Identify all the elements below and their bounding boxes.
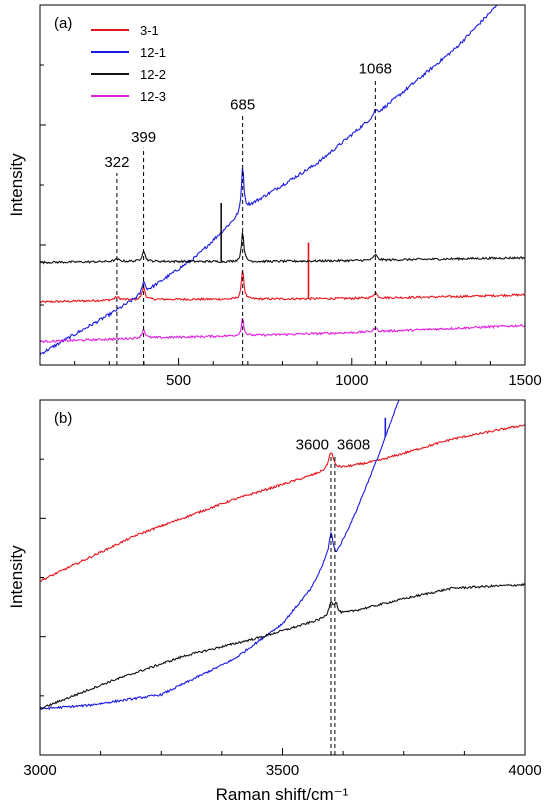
peak-label-399: 399 bbox=[131, 129, 156, 146]
x-tick-label-500: 500 bbox=[166, 372, 191, 389]
peak-label-3600: 3600 bbox=[296, 437, 329, 454]
panel-a-ylabel: Intensity bbox=[7, 153, 26, 217]
peak-label-685: 685 bbox=[230, 96, 255, 113]
panel-b-peak-markers: 3600 3608 bbox=[296, 437, 370, 755]
series-line-3-1 bbox=[40, 270, 525, 304]
panel-b-label: (b) bbox=[54, 410, 72, 427]
series-line-12-2 bbox=[40, 582, 525, 710]
series-line-12-1 bbox=[40, 5, 499, 356]
legend-label-12-1: 12-1 bbox=[140, 45, 166, 60]
peak-label-322: 322 bbox=[104, 154, 129, 171]
panel-a-label: (a) bbox=[54, 15, 72, 32]
peak-label-3608: 3608 bbox=[337, 437, 370, 454]
x-tick-label-1000: 1000 bbox=[335, 372, 368, 389]
panel-a-ticks: 500 1000 1500 bbox=[39, 64, 542, 389]
series-line-12-1 bbox=[40, 400, 400, 711]
panel-b: 3600 3608 3000 3500 4000 (b) Intensity Rama… bbox=[7, 399, 542, 804]
panel-b-series-layer bbox=[40, 400, 525, 711]
series-line-12-3 bbox=[40, 317, 525, 344]
panel-b-ylabel: Intensity bbox=[7, 545, 26, 609]
panel-a-series-layer bbox=[40, 5, 525, 356]
panel-b-xlabel: Raman shift/cm⁻¹ bbox=[216, 785, 349, 804]
legend-label-3-1: 3-1 bbox=[140, 23, 159, 38]
legend-label-12-3: 12-3 bbox=[140, 89, 166, 104]
series-line-12-2 bbox=[40, 232, 525, 265]
panel-a-legend: 3-1 12-1 12-2 12-3 bbox=[91, 23, 166, 104]
legend-label-12-2: 12-2 bbox=[140, 67, 166, 82]
x-tick-label-1500: 1500 bbox=[508, 372, 541, 389]
panel-b-ticks: 3000 3500 4000 bbox=[23, 458, 542, 779]
x-tick-label-3000: 3000 bbox=[23, 762, 56, 779]
x-tick-label-4000: 4000 bbox=[508, 762, 541, 779]
peak-label-1068: 1068 bbox=[359, 60, 392, 77]
x-tick-label-3500: 3500 bbox=[266, 762, 299, 779]
series-line-3-1 bbox=[40, 424, 525, 582]
